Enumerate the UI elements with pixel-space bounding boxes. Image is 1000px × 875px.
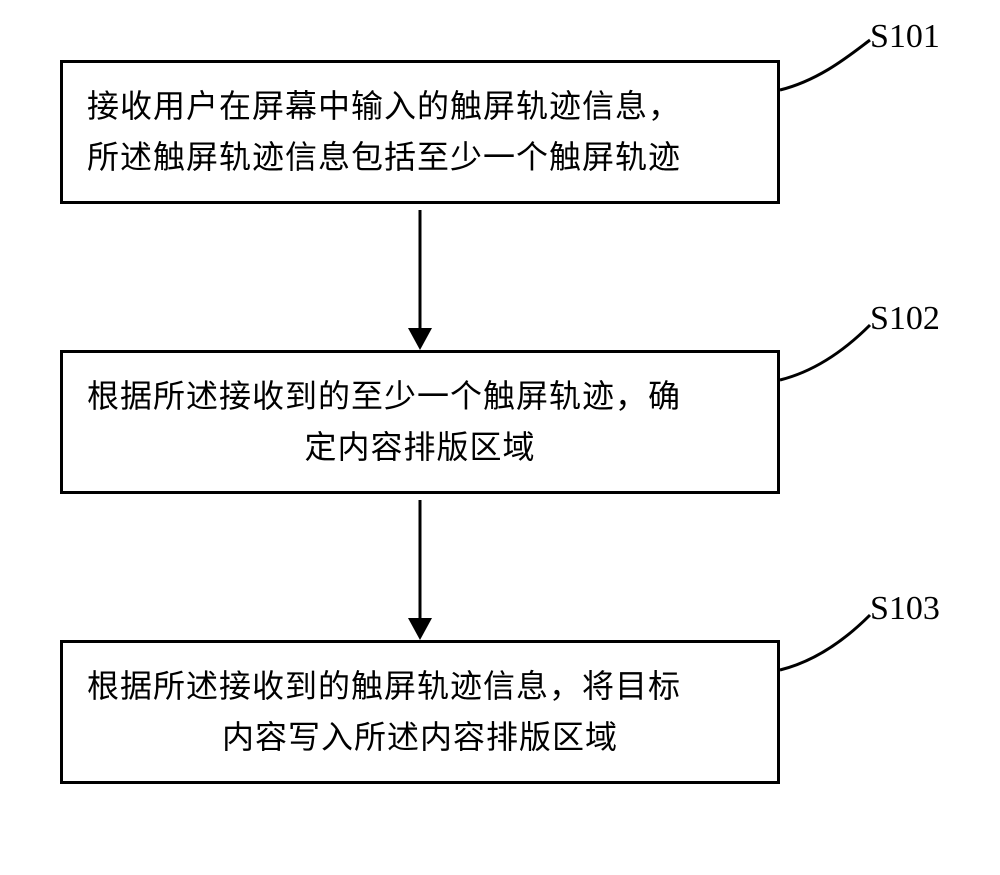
- step-text-s103-line2: 内容写入所述内容排版区域: [87, 712, 753, 763]
- step-box-s103: 根据所述接收到的触屏轨迹信息，将目标 内容写入所述内容排版区域: [60, 640, 780, 784]
- step-box-s102: 根据所述接收到的至少一个触屏轨迹，确 定内容排版区域: [60, 350, 780, 494]
- step-label-s103: S103: [870, 590, 940, 628]
- step-label-s102: S102: [870, 300, 940, 338]
- step-text-s101-line1: 接收用户在屏幕中输入的触屏轨迹信息，: [87, 81, 753, 132]
- step-box-s101: 接收用户在屏幕中输入的触屏轨迹信息， 所述触屏轨迹信息包括至少一个触屏轨迹: [60, 60, 780, 204]
- step-label-s101: S101: [870, 18, 940, 56]
- flowchart-container: 接收用户在屏幕中输入的触屏轨迹信息， 所述触屏轨迹信息包括至少一个触屏轨迹 S1…: [0, 0, 1000, 875]
- step-text-s102-line2: 定内容排版区域: [87, 422, 753, 473]
- step-text-s101-line2: 所述触屏轨迹信息包括至少一个触屏轨迹: [87, 132, 753, 183]
- step-text-s103-line1: 根据所述接收到的触屏轨迹信息，将目标: [87, 661, 753, 712]
- step-text-s102-line1: 根据所述接收到的至少一个触屏轨迹，确: [87, 371, 753, 422]
